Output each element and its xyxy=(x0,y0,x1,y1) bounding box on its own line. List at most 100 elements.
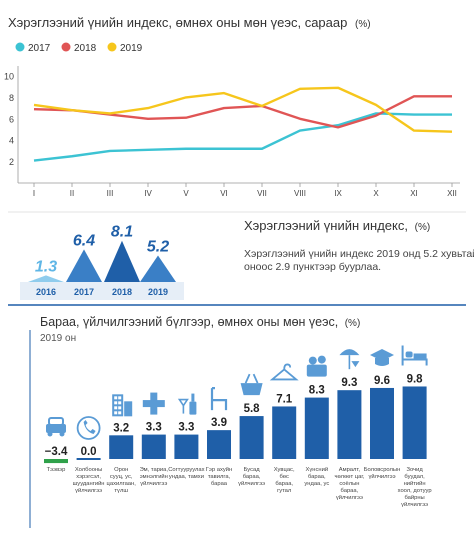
group-value-label: 3.9 xyxy=(211,417,227,429)
legend-marker-2018 xyxy=(61,42,71,52)
group-category-label: Хүнсний бараа, ундаа, ус xyxy=(304,466,329,487)
hanger-icon xyxy=(269,363,299,381)
groceries-icon xyxy=(306,355,327,377)
shopping-basket-icon xyxy=(240,373,263,396)
bed-icon xyxy=(401,345,428,366)
group-chart-title: Бараа, үйлчилгээний бүлгээр, өмнөх оны м… xyxy=(40,315,360,329)
line-chart-title: Хэрэглээний үнийн индекс, өмнөх оны мөн … xyxy=(8,15,371,30)
annual-year-label: 2016 xyxy=(36,287,56,297)
group-value-label: 5.8 xyxy=(244,403,261,415)
y-tick-label: 6 xyxy=(9,114,14,124)
group-bar xyxy=(44,459,68,464)
group-category-label: Боловсролын үйлчилгээ xyxy=(364,467,401,480)
x-tick-label: V xyxy=(183,189,189,198)
umbrella-drink-icon xyxy=(339,349,360,370)
group-value-label: 3.3 xyxy=(178,422,194,434)
group-cpi-chart: −3.4 Тээвэр 0.0 Холбооны хэрэгсэл, шуудангийн… xyxy=(44,345,432,508)
group-chart-subtitle: 2019 он xyxy=(40,333,76,344)
bottles-icon xyxy=(177,393,197,415)
group-cpi-section: Бараа, үйлчилгээний бүлгээр, өмнөх оны м… xyxy=(8,304,466,528)
x-tick-label: IV xyxy=(144,189,152,198)
legend-marker-2017 xyxy=(15,42,25,52)
annual-bar-2016 xyxy=(28,275,64,282)
annual-year-label: 2018 xyxy=(112,287,132,297)
group-value-label: 3.3 xyxy=(146,422,162,434)
annual-bar-2017 xyxy=(66,249,102,282)
annual-value-label: 1.3 xyxy=(35,258,57,275)
x-tick-label: X xyxy=(373,189,379,198)
x-tick-label: III xyxy=(107,189,114,198)
annual-year-label: 2019 xyxy=(148,287,168,297)
x-tick-label: VI xyxy=(220,189,228,198)
group-value-label: 8.3 xyxy=(309,385,325,397)
group-category-label: Зочид буудал, нийтийн хоол, дотуур байрны үйл… xyxy=(398,467,432,508)
group-bar xyxy=(337,390,362,459)
group-value-label: −3.4 xyxy=(45,446,68,458)
x-tick-label: XII xyxy=(447,189,457,198)
x-tick-label: VIII xyxy=(294,189,306,198)
group-category-label: Орон сууц, ус, цахилгаан, түлш xyxy=(107,467,137,494)
annual-cpi-chart: 1.3 2016 6.4 2017 8.1 2018 5.2 2019 xyxy=(20,224,184,300)
group-bar xyxy=(109,435,134,459)
annual-year-label: 2017 xyxy=(74,287,94,297)
group-value-label: 9.8 xyxy=(407,373,424,385)
legend-label-2019: 2019 xyxy=(120,43,143,54)
group-bar xyxy=(272,406,297,459)
series-line-2019 xyxy=(33,86,453,133)
group-bar xyxy=(207,430,231,459)
x-tick-label: XI xyxy=(410,189,418,198)
line-chart-section: Хэрэглээний үнийн индекс, өмнөх оны мөн … xyxy=(4,15,460,198)
group-bar xyxy=(239,416,264,459)
annual-bar-2018 xyxy=(104,240,140,282)
x-tick-label: I xyxy=(33,189,35,198)
y-tick-label: 4 xyxy=(9,136,14,146)
annual-cpi-description: Хэрэглээний үнийн индекс 2019 онд 5.2 ху… xyxy=(244,248,474,273)
group-bar xyxy=(76,458,101,460)
group-category-label: Тээвэр xyxy=(47,467,66,473)
x-tick-label: II xyxy=(70,189,74,198)
group-value-label: 9.3 xyxy=(341,377,357,389)
group-category-label: Согтууруулах ундаа, тамхи xyxy=(168,467,204,480)
phone-icon xyxy=(76,416,101,440)
annual-value-label: 6.4 xyxy=(73,232,95,249)
graduation-cap-icon xyxy=(370,348,394,366)
x-tick-label: VII xyxy=(257,189,267,198)
y-tick-label: 8 xyxy=(9,93,14,103)
medical-cross-icon xyxy=(142,392,165,415)
group-value-label: 3.2 xyxy=(113,422,129,434)
group-bar xyxy=(174,434,199,459)
legend-label-2017: 2017 xyxy=(28,43,51,54)
group-category-label: Холбооны хэрэгсэл, шуудангийн үйлчилгээ xyxy=(73,467,105,494)
legend-marker-2019 xyxy=(107,42,117,52)
annual-cpi-section: 1.3 2016 6.4 2017 8.1 2018 5.2 2019 Хэрэглээний… xyxy=(8,211,474,300)
group-value-label: 0.0 xyxy=(81,446,97,458)
x-tick-label: IX xyxy=(334,189,342,198)
group-value-label: 9.6 xyxy=(374,375,390,387)
car-icon xyxy=(46,417,66,437)
y-tick-label: 2 xyxy=(9,157,14,167)
y-tick-label: 10 xyxy=(4,72,14,82)
line-chart-legend: 2017 2018 2019 xyxy=(15,42,143,54)
group-category-label: Амралт, чөлөөт цаг, соёлын бараа, үйлчилгээ xyxy=(334,467,364,501)
group-bar xyxy=(304,397,329,459)
annual-value-label: 5.2 xyxy=(147,238,169,255)
group-bar xyxy=(370,387,394,459)
group-category-label: Хувцас, бөс бараа, гутал xyxy=(274,467,295,494)
line-chart-series xyxy=(33,86,453,162)
group-value-label: 7.1 xyxy=(276,393,293,405)
group-bar xyxy=(402,386,427,459)
year-band xyxy=(20,282,184,300)
building-icon xyxy=(112,394,133,417)
annual-value-label: 8.1 xyxy=(111,224,133,241)
annual-bar-2019 xyxy=(140,255,176,282)
chair-icon xyxy=(210,387,228,411)
group-category-label: Бусад бараа, үйлчилгээ xyxy=(238,467,265,487)
legend-label-2018: 2018 xyxy=(74,43,97,54)
group-category-label: Эм, тариа, эмнэлгийн үйлчилгээ xyxy=(140,467,169,487)
series-line-2017 xyxy=(33,112,452,162)
group-category-label: Гэр ахуйн тавилга, бараа xyxy=(206,466,232,487)
annual-cpi-title: Хэрэглээний үнийн индекс, (%) xyxy=(244,218,430,233)
group-bar xyxy=(141,434,166,459)
